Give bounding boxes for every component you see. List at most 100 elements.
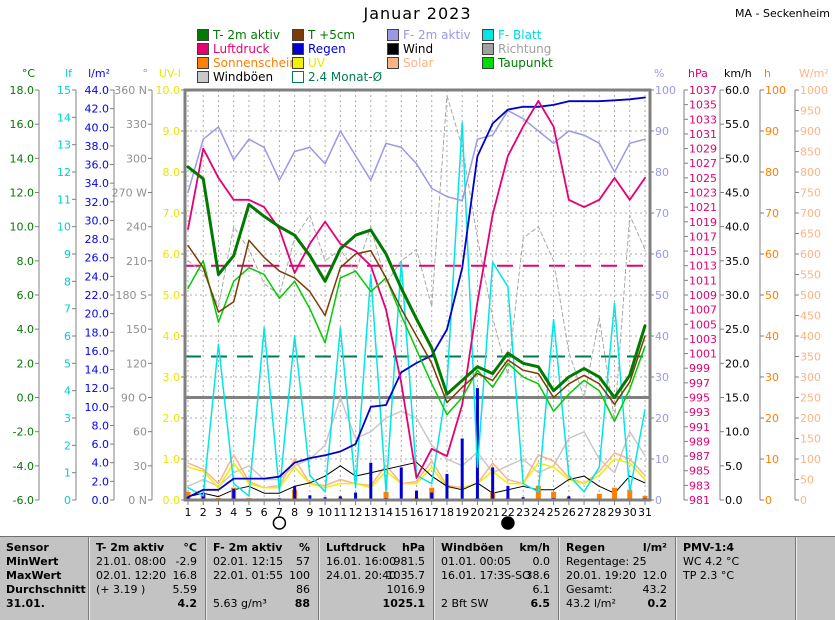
axis-tick-label: 20.0 [725,357,750,370]
axis-unit-label: ° [143,67,149,80]
axis-tick-label: 0 [800,494,807,507]
series-t5cm [187,239,646,406]
axis-tick-label: 34.0 [85,177,110,190]
axis-tick-label: 38.0 [85,140,110,153]
axis-wm2: W/m²100095090085080075070065060055050045… [794,67,829,507]
stats-column-divider [675,537,676,620]
stats-cell-row: 24.01. 20:40 1035.7 [318,569,433,583]
axis-tick-label: 3.0 [163,371,181,384]
axis-tick-label: 1035 [689,99,717,112]
monatsmittel-swatch-icon [292,71,304,83]
stats-table: Sensor MinWert MaxWert Durchschnitt 31.01. T-… [0,536,835,620]
day-label: 1 [185,506,192,519]
legend-label: 2.4 Monat-Ø [308,70,383,84]
axis-tick-label: 0 [765,494,772,507]
legend-item-t5cm: T +5cm [292,28,387,42]
axis-tick-label: -2.0 [13,426,34,439]
stats-cell-value: 1035.7 [386,569,426,582]
stats-col-unit: °C [183,541,197,554]
stats-row-label: MinWert [6,555,59,568]
axis-tick-label: 12.0 [85,382,110,395]
stats-cell-value: 86 [296,583,310,596]
day-label: 18 [440,506,454,519]
axis-tick-label: 16.0 [10,118,35,131]
axis-tick-label: 90 [765,125,779,138]
axis-tick-label: 550 [800,269,821,282]
axis-tick-label: 60 [765,248,779,261]
axis-tick-label: 983 [689,479,710,492]
axis-tick-label: 30 [765,371,779,384]
day-label: 19 [455,506,469,519]
stats-cell-text: (+ 3.19 ) [96,583,146,596]
stats-cell-value: 5.59 [172,583,198,596]
legend-item-t2m: T- 2m aktiv [197,28,292,42]
line-f2m [187,109,646,202]
stats-cell-row: 01.01. 00:05 0.0 [433,555,558,569]
richtung-swatch-icon [482,43,494,55]
legend-item-luftdruck: Luftdruck [197,42,292,56]
axis-tick-label: 1013 [689,260,717,273]
axis-tick-label: 18.0 [10,84,35,97]
axis-tick-label: 9.0 [163,125,181,138]
axis-tick-label: 1003 [689,333,717,346]
axis-unit-label: km/h [724,67,752,80]
axis-tick-label: 40 [765,330,779,343]
axis-tick-label: 6.0 [163,248,181,261]
stats-cell-row: TP 2.3 °C [675,569,795,583]
axis-tick-label: -4.0 [13,460,34,473]
axis-tick-label: 100 [765,84,786,97]
day-label: 10 [318,506,332,519]
axis-temp: °C 18.0 16.0 14.0 12.0 10.0 8.0 6.0 4.0 2.0 0.0 -2.… [10,67,40,507]
legend-item-f2m: F- 2m aktiv [387,28,482,42]
axis-tick-label: 2 [64,439,71,452]
stats-cell-row: 1025.1 [318,597,433,611]
axis-tick-label: 1 [64,467,71,480]
stats-cell-value: 0.0 [532,555,551,568]
stats-col-name: Regen [566,541,606,554]
axis-tick-label: 800 [800,166,821,179]
axis-tick-label: -6.0 [13,494,34,507]
stats-cell-value: -2.9 [175,555,197,568]
stats-col-3: Luftdruck hPa 16.01. 16:00 981.5 24.01. 20:4… [318,537,433,620]
stats-cell-value: 6.1 [532,583,551,596]
axis-tick-label: 5.0 [725,460,743,473]
stats-cell-text: Gesamt: [566,583,613,596]
series-f2m [187,109,646,202]
line-taupunkt [187,260,646,423]
stats-cell-row: 1016.9 [318,583,433,597]
axis-tick-label: 15.0 [725,392,750,405]
stats-cell-text: 5.63 g/m³ [213,597,267,610]
axis-lm2: l/m² 44.0 42.0 40.0 38.0 36.0 34.0 32.0 30.0 28.0… [85,67,115,507]
axis-tick-label: 18.0 [85,326,110,339]
axis-tick-label: 987 [689,450,710,463]
axis-tick-label: 700 [800,207,821,220]
axis-tick-label: 995 [689,392,710,405]
axis-tick-label: 4.0 [17,323,35,336]
axis-unit-label: % [654,67,664,80]
reference-lines [185,264,650,399]
axis-tick-label: 100 [655,84,676,97]
day-label: 25 [547,506,561,519]
day-label: 7 [276,506,283,519]
axis-deg: ° 360 N 330 300 270 W 240 210 180 S 150 120 90 O 60… [112,67,153,507]
axis-tick-label: 210 [126,255,147,268]
legend-label: Regen [308,42,346,56]
legend-item-richtung: Richtung [482,42,577,56]
axis-tick-label: 60 [655,248,669,261]
stats-cell-text: 2 Bft SW [441,597,489,610]
axis-tick-label: 1025 [689,172,717,185]
stats-cell-row: Regentage: 25 [558,555,675,569]
day-label: 6 [261,506,268,519]
stats-cell-text: 16.01. 17:3S-SO [441,569,531,582]
axis-tick-label: 300 [800,371,821,384]
day-label: 12 [349,506,363,519]
new-moon-icon [501,516,515,530]
day-label: 14 [379,506,393,519]
legend: T- 2m aktiv Luftdruck Sonnenschein Windb… [197,28,577,84]
x-axis: 1 2 3 4 5 6 7 8 9 10 11 12 13 14 15 16 17 18 19 20 21 22 23 24 2… [185,501,652,530]
day-label: 23 [516,506,530,519]
axis-tick-label: 400 [800,330,821,343]
axis-tick-label: 20.0 [85,308,110,321]
axis-tick-label: 0.0 [17,392,35,405]
line-wind [187,461,646,498]
